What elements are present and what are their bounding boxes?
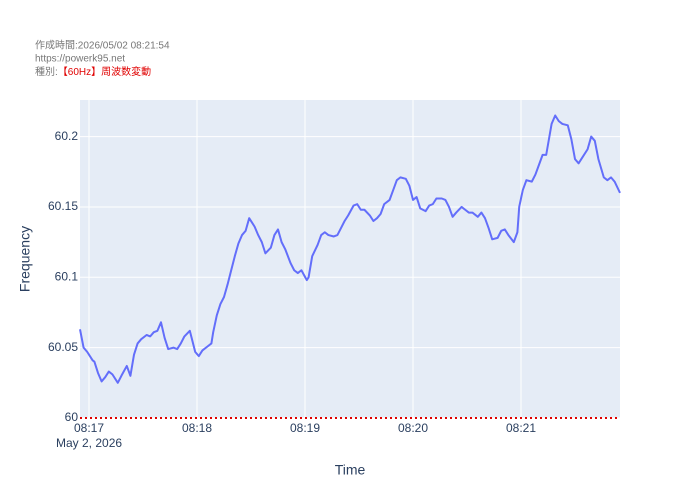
- kind-value: 【60Hz】周波数変動: [58, 65, 151, 78]
- kind-label: 種別:: [35, 65, 58, 78]
- x-axis-title: Time: [335, 462, 366, 478]
- x-date-label: May 2, 2026: [56, 436, 122, 450]
- y-tick-label: 60: [65, 410, 79, 424]
- y-tick-label: 60.1: [55, 269, 79, 283]
- source-url: https://powerk95.net: [35, 54, 125, 65]
- y-axis-title: Frequency: [17, 226, 33, 292]
- x-tick-label: 08:17: [74, 421, 104, 435]
- plot-area: [80, 100, 620, 418]
- x-tick-label: 08:21: [506, 421, 536, 435]
- x-tick-label: 08:20: [398, 421, 428, 435]
- y-tick-label: 60.15: [48, 199, 78, 213]
- x-tick-label: 08:18: [182, 421, 212, 435]
- line-series: [79, 114, 621, 384]
- y-tick-label: 60.05: [48, 340, 78, 354]
- x-tick-label: 08:19: [290, 421, 320, 435]
- kind: 種別:【60Hz】周波数変動: [35, 65, 151, 78]
- y-tick-label: 60.2: [55, 129, 79, 143]
- created-time: 作成時間:2026/05/02 08:21:54: [35, 40, 170, 52]
